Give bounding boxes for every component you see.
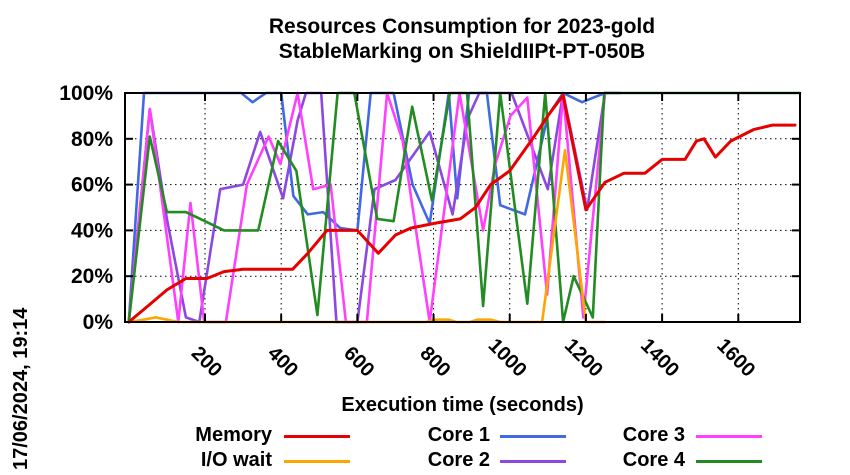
y-tick-label: 80% xyxy=(71,128,113,151)
x-tick-label: 600 xyxy=(339,342,378,381)
chart-title: Resources Consumption for 2023-gold Stab… xyxy=(0,14,850,64)
chart-title-line2: StableMarking on ShieldIIPt-PT-050B xyxy=(278,40,646,63)
series-core-4 xyxy=(127,91,802,324)
series-memory xyxy=(127,93,797,324)
y-tick-label: 0% xyxy=(83,311,114,334)
x-tick-label: 1400 xyxy=(636,335,683,382)
x-tick-label: 1200 xyxy=(560,335,607,382)
y-tick-label: 20% xyxy=(71,265,113,288)
x-tick-label: 200 xyxy=(187,342,226,381)
plot-timestamp: 17/06/2024, 19:14 xyxy=(10,307,32,470)
y-tick-label: 60% xyxy=(71,174,113,197)
x-tick-label: 800 xyxy=(415,342,454,381)
x-tick-label: 400 xyxy=(263,342,302,381)
x-axis-title: Execution time (seconds) xyxy=(341,394,584,416)
x-tick-label: 1600 xyxy=(712,335,759,382)
y-tick-label: 40% xyxy=(71,219,113,242)
plot-border xyxy=(124,92,801,323)
x-tick-label: 1000 xyxy=(484,335,531,382)
y-tick-label: 100% xyxy=(59,82,113,105)
chart-title-line1: Resources Consumption for 2023-gold xyxy=(268,15,656,38)
